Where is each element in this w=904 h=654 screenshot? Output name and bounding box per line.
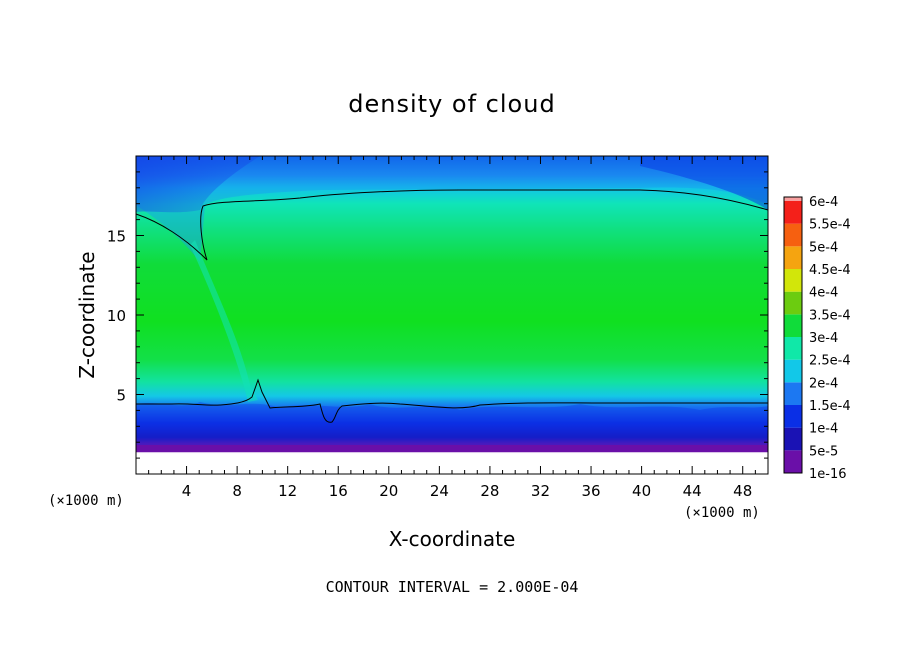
x-tick-label: 36 <box>581 482 600 500</box>
colorbar-swatch <box>784 314 802 337</box>
colorbar-swatch <box>784 450 802 473</box>
x-tick-label: 44 <box>683 482 702 500</box>
colorbar-swatch <box>784 269 802 292</box>
colorbar-label: 1.5e-4 <box>809 399 851 414</box>
contour-interval-footer: CONTOUR INTERVAL = 2.000E-04 <box>326 578 579 596</box>
x-unit-label-left: (×1000 m) <box>48 493 124 509</box>
x-tick-label: 48 <box>733 482 752 500</box>
x-tick-label: 32 <box>531 482 550 500</box>
y-tick-label: 5 <box>116 387 126 405</box>
y-tick-label: 10 <box>107 307 126 325</box>
colorbar-label: 3.5e-4 <box>809 308 851 323</box>
x-tick-label: 16 <box>329 482 348 500</box>
x-tick-label: 8 <box>232 482 242 500</box>
x-tick-label: 40 <box>632 482 651 500</box>
colorbar-swatch <box>784 246 802 269</box>
downdraft-plume <box>190 240 258 402</box>
colorbar-label: 1e-4 <box>809 422 838 437</box>
y-axis-label: Z-coordinate <box>75 251 99 378</box>
plot-area <box>136 156 768 474</box>
upper-cloud-shading <box>136 156 768 262</box>
x-tick-label: 24 <box>430 482 449 500</box>
y-axis: 5 10 15 <box>107 171 768 459</box>
colorbar-swatch <box>784 223 802 247</box>
colorbar-label: 4e-4 <box>809 286 838 301</box>
density-contours <box>135 189 769 423</box>
colorbar-swatch <box>784 201 802 224</box>
colorbar: 1e-16 5e-5 1e-4 1.5e-4 2e-4 2.5e-4 3e-4 3.5e-4 4… <box>783 195 851 482</box>
contour-upper-2e-4 <box>135 189 769 261</box>
colorbar-swatch <box>784 427 802 451</box>
colorbar-label: 1e-16 <box>809 467 847 482</box>
x-tick-label: 28 <box>480 482 499 500</box>
colorbar-label: 2e-4 <box>809 376 838 391</box>
top-right-shading <box>640 156 768 210</box>
x-unit-label-right: (×1000 m) <box>684 505 760 521</box>
y-tick-label: 15 <box>107 228 126 246</box>
contour-lower-2e-4 <box>136 378 768 423</box>
colorbar-swatch <box>784 197 802 201</box>
colorbar-label: 2.5e-4 <box>809 354 851 369</box>
cloud-base-band <box>136 446 768 452</box>
x-tick-label: 12 <box>278 482 297 500</box>
top-left-shading <box>136 156 260 213</box>
colorbar-swatch <box>784 291 802 315</box>
colorbar-swatch <box>784 359 802 383</box>
turbulent-base-band <box>136 402 768 445</box>
colorbar-label: 3e-4 <box>809 331 838 346</box>
colorbar-swatch <box>784 405 802 428</box>
x-axis-label: X-coordinate <box>389 527 516 551</box>
colorbar-frame <box>783 196 803 474</box>
colorbar-label: 5e-5 <box>809 444 838 459</box>
colorbar-label: 6e-4 <box>809 195 838 210</box>
x-tick-label: 20 <box>379 482 398 500</box>
x-axis: 4 8 12 16 20 24 28 32 36 40 44 48 <box>148 156 756 500</box>
colorbar-label: 5e-4 <box>809 240 838 255</box>
density-field <box>136 156 768 474</box>
chart-title: density of cloud <box>348 90 555 118</box>
colorbar-swatch <box>784 382 802 405</box>
colorbar-label: 5.5e-4 <box>809 218 851 233</box>
colorbar-label: 4.5e-4 <box>809 263 851 278</box>
colorbar-swatch <box>784 337 802 360</box>
x-tick-label: 4 <box>182 482 192 500</box>
